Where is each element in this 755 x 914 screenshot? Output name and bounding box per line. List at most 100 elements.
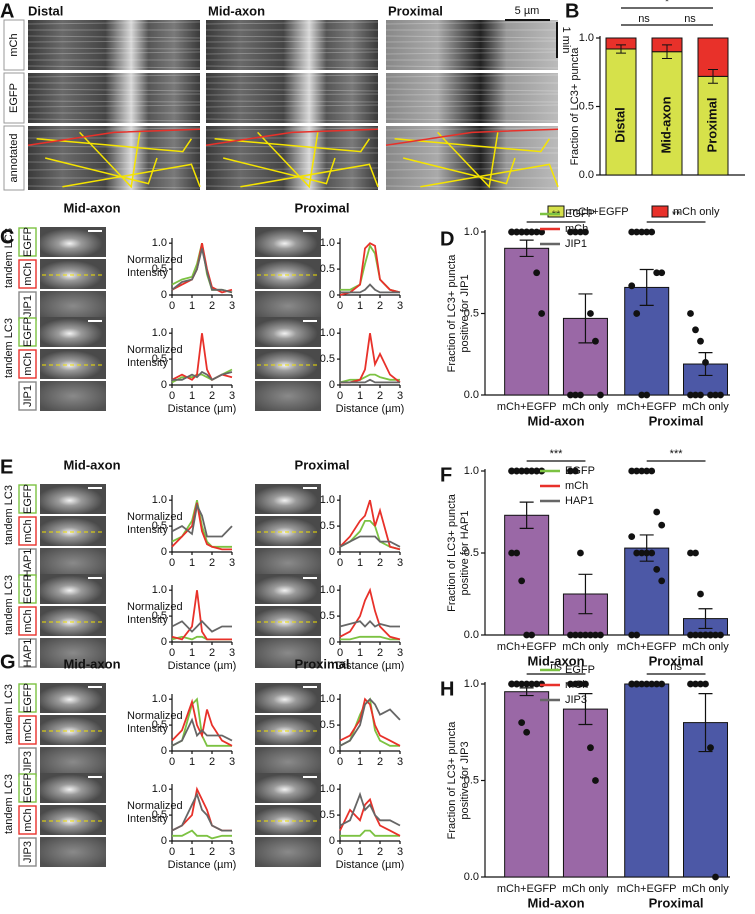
- channel-label: EGFP: [22, 484, 34, 514]
- x-tick-label: 1: [189, 846, 195, 858]
- x-tick-label: 3: [397, 846, 403, 858]
- kymograph: [206, 126, 378, 190]
- legend-label: EGFP: [565, 465, 595, 477]
- data-point: [592, 777, 599, 784]
- y-axis-label: Fraction of LC3+ puncta: [569, 47, 581, 166]
- y-axis-label: Intensity: [127, 524, 168, 536]
- data-point: [653, 269, 661, 277]
- x-tick-label: 0: [337, 390, 343, 402]
- data-point: [633, 549, 641, 557]
- data-point: [628, 533, 636, 540]
- profile-line: [340, 283, 400, 294]
- y-tick-label: 1.0: [152, 584, 167, 596]
- y-tick-label: 0.0: [464, 389, 479, 401]
- channel-label: HAP1: [22, 639, 34, 668]
- kymo-streak: [27, 152, 201, 155]
- data-point: [628, 631, 636, 639]
- x-tick-label: 1: [357, 557, 363, 569]
- data-point: [687, 391, 694, 399]
- x-tick-label: 3: [229, 647, 235, 659]
- data-point: [567, 467, 574, 475]
- y-tick-label: 1.0: [152, 494, 167, 506]
- kymo-streak: [385, 74, 559, 78]
- y-axis-label: Normalized: [127, 800, 183, 812]
- kymo-trace: [257, 131, 319, 189]
- x-tick-label: 2: [209, 557, 215, 569]
- data-point: [508, 228, 516, 236]
- time-label: 1 min: [560, 27, 572, 54]
- y-tick-label: 0.5: [152, 353, 167, 365]
- profile-line: [171, 502, 233, 538]
- profile-line: [340, 829, 400, 837]
- kymo-streak: [205, 35, 379, 39]
- data-point: [633, 228, 641, 236]
- data-point: [633, 631, 641, 639]
- y-axis-label: Intensity: [127, 357, 168, 369]
- data-point: [638, 391, 646, 399]
- x-tick-label: 1: [357, 846, 363, 858]
- data-point: [633, 680, 641, 688]
- kymo-streak: [205, 51, 379, 55]
- data-point: [523, 631, 531, 639]
- panel-label: D: [440, 228, 454, 250]
- micrograph: [255, 837, 321, 867]
- kymo-streak: [27, 118, 201, 122]
- profile-line: [340, 635, 400, 641]
- x-tick-label: 3: [397, 557, 403, 569]
- micrograph: [40, 837, 106, 867]
- y-tick-label: 1.0: [464, 226, 479, 238]
- y-tick-label: 1.0: [464, 465, 479, 477]
- y-tick-label: 1.0: [152, 327, 167, 339]
- x-axis-label: Distance (µm): [336, 859, 405, 871]
- y-axis-label: Normalized: [127, 601, 183, 613]
- stack-label: tandem LC3: [3, 684, 15, 744]
- kymo-streak: [205, 161, 379, 164]
- legend-label: EGFP: [565, 208, 595, 220]
- legend-label: JIP3: [565, 694, 587, 706]
- data-point: [572, 467, 579, 475]
- kymo-streak: [27, 93, 201, 96]
- category-label: mCh only: [682, 883, 729, 895]
- data-point: [643, 549, 651, 557]
- data-point: [592, 337, 599, 345]
- channel-box: [18, 638, 37, 668]
- error-bar: [639, 268, 654, 306]
- x-tick-label: 3: [229, 846, 235, 858]
- stack-label: tandem LC3: [3, 575, 15, 635]
- data-point: [692, 549, 699, 557]
- bar: [504, 247, 550, 396]
- category-label: mCh only: [562, 401, 609, 413]
- y-tick-label: 0: [161, 546, 167, 558]
- x-tick-label: 0: [337, 300, 343, 312]
- kymo-trace-red: [27, 128, 201, 146]
- data-point: [643, 391, 651, 399]
- data-point: [638, 549, 646, 557]
- micrograph: [255, 606, 321, 636]
- micrograph: [40, 805, 106, 835]
- y-tick-label: 0: [329, 636, 335, 648]
- data-point: [597, 631, 604, 639]
- x-tick-label: 2: [377, 756, 383, 768]
- data-point: [592, 631, 599, 639]
- data-point: [648, 467, 656, 475]
- kymo-streak: [205, 100, 379, 103]
- y-tick-label: 0.5: [152, 520, 167, 532]
- data-point: [692, 391, 699, 399]
- group-label: Mid-axon: [528, 895, 585, 910]
- kymo-trace: [420, 163, 559, 188]
- decoration: [3, 19, 559, 867]
- kymo-streak: [205, 104, 379, 108]
- kymo-streak: [27, 74, 201, 78]
- x-tick-label: 1: [189, 647, 195, 659]
- group-title: Mid-axon: [63, 200, 120, 215]
- x-tick-label: 1: [357, 756, 363, 768]
- x-tick-label: 2: [209, 390, 215, 402]
- channel-box: [18, 715, 37, 745]
- micrograph: [40, 715, 106, 745]
- y-tick-label: 0.5: [320, 719, 335, 731]
- kymograph: [386, 20, 558, 70]
- data-point: [518, 719, 526, 726]
- kymo-row-box: [3, 72, 25, 124]
- data-point: [577, 228, 584, 236]
